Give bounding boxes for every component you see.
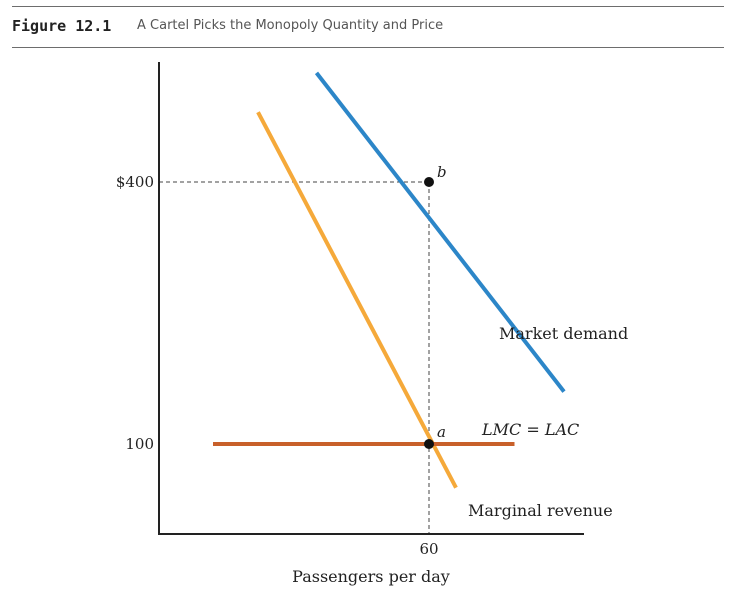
point-b-label: b — [437, 163, 447, 181]
x-axis-title: Passengers per day — [292, 567, 450, 586]
point-b — [424, 177, 434, 188]
figure-title: A Cartel Picks the Monopoly Quantity and… — [137, 18, 444, 33]
lmc-lac-label: LMC = LAC — [481, 420, 579, 439]
marginal-revenue-line — [256, 111, 458, 489]
x-tick-label-60: 60 — [419, 540, 438, 558]
y-tick-label-400: $400 — [116, 173, 154, 191]
point-a — [424, 439, 434, 449]
marginal-revenue-label: Marginal revenue — [468, 501, 613, 520]
tick-labels: $400 100 60 — [116, 173, 439, 558]
market-demand-line — [314, 71, 566, 393]
market-demand-label: Market demand — [499, 324, 628, 343]
figure-label: Figure 12.1 — [12, 17, 112, 35]
header-top-rule — [12, 6, 724, 7]
header-bottom-rule — [12, 47, 724, 48]
curves — [213, 71, 566, 489]
point-marks — [424, 177, 434, 449]
y-tick-label-100: 100 — [125, 435, 154, 453]
point-a-label: a — [437, 423, 446, 441]
